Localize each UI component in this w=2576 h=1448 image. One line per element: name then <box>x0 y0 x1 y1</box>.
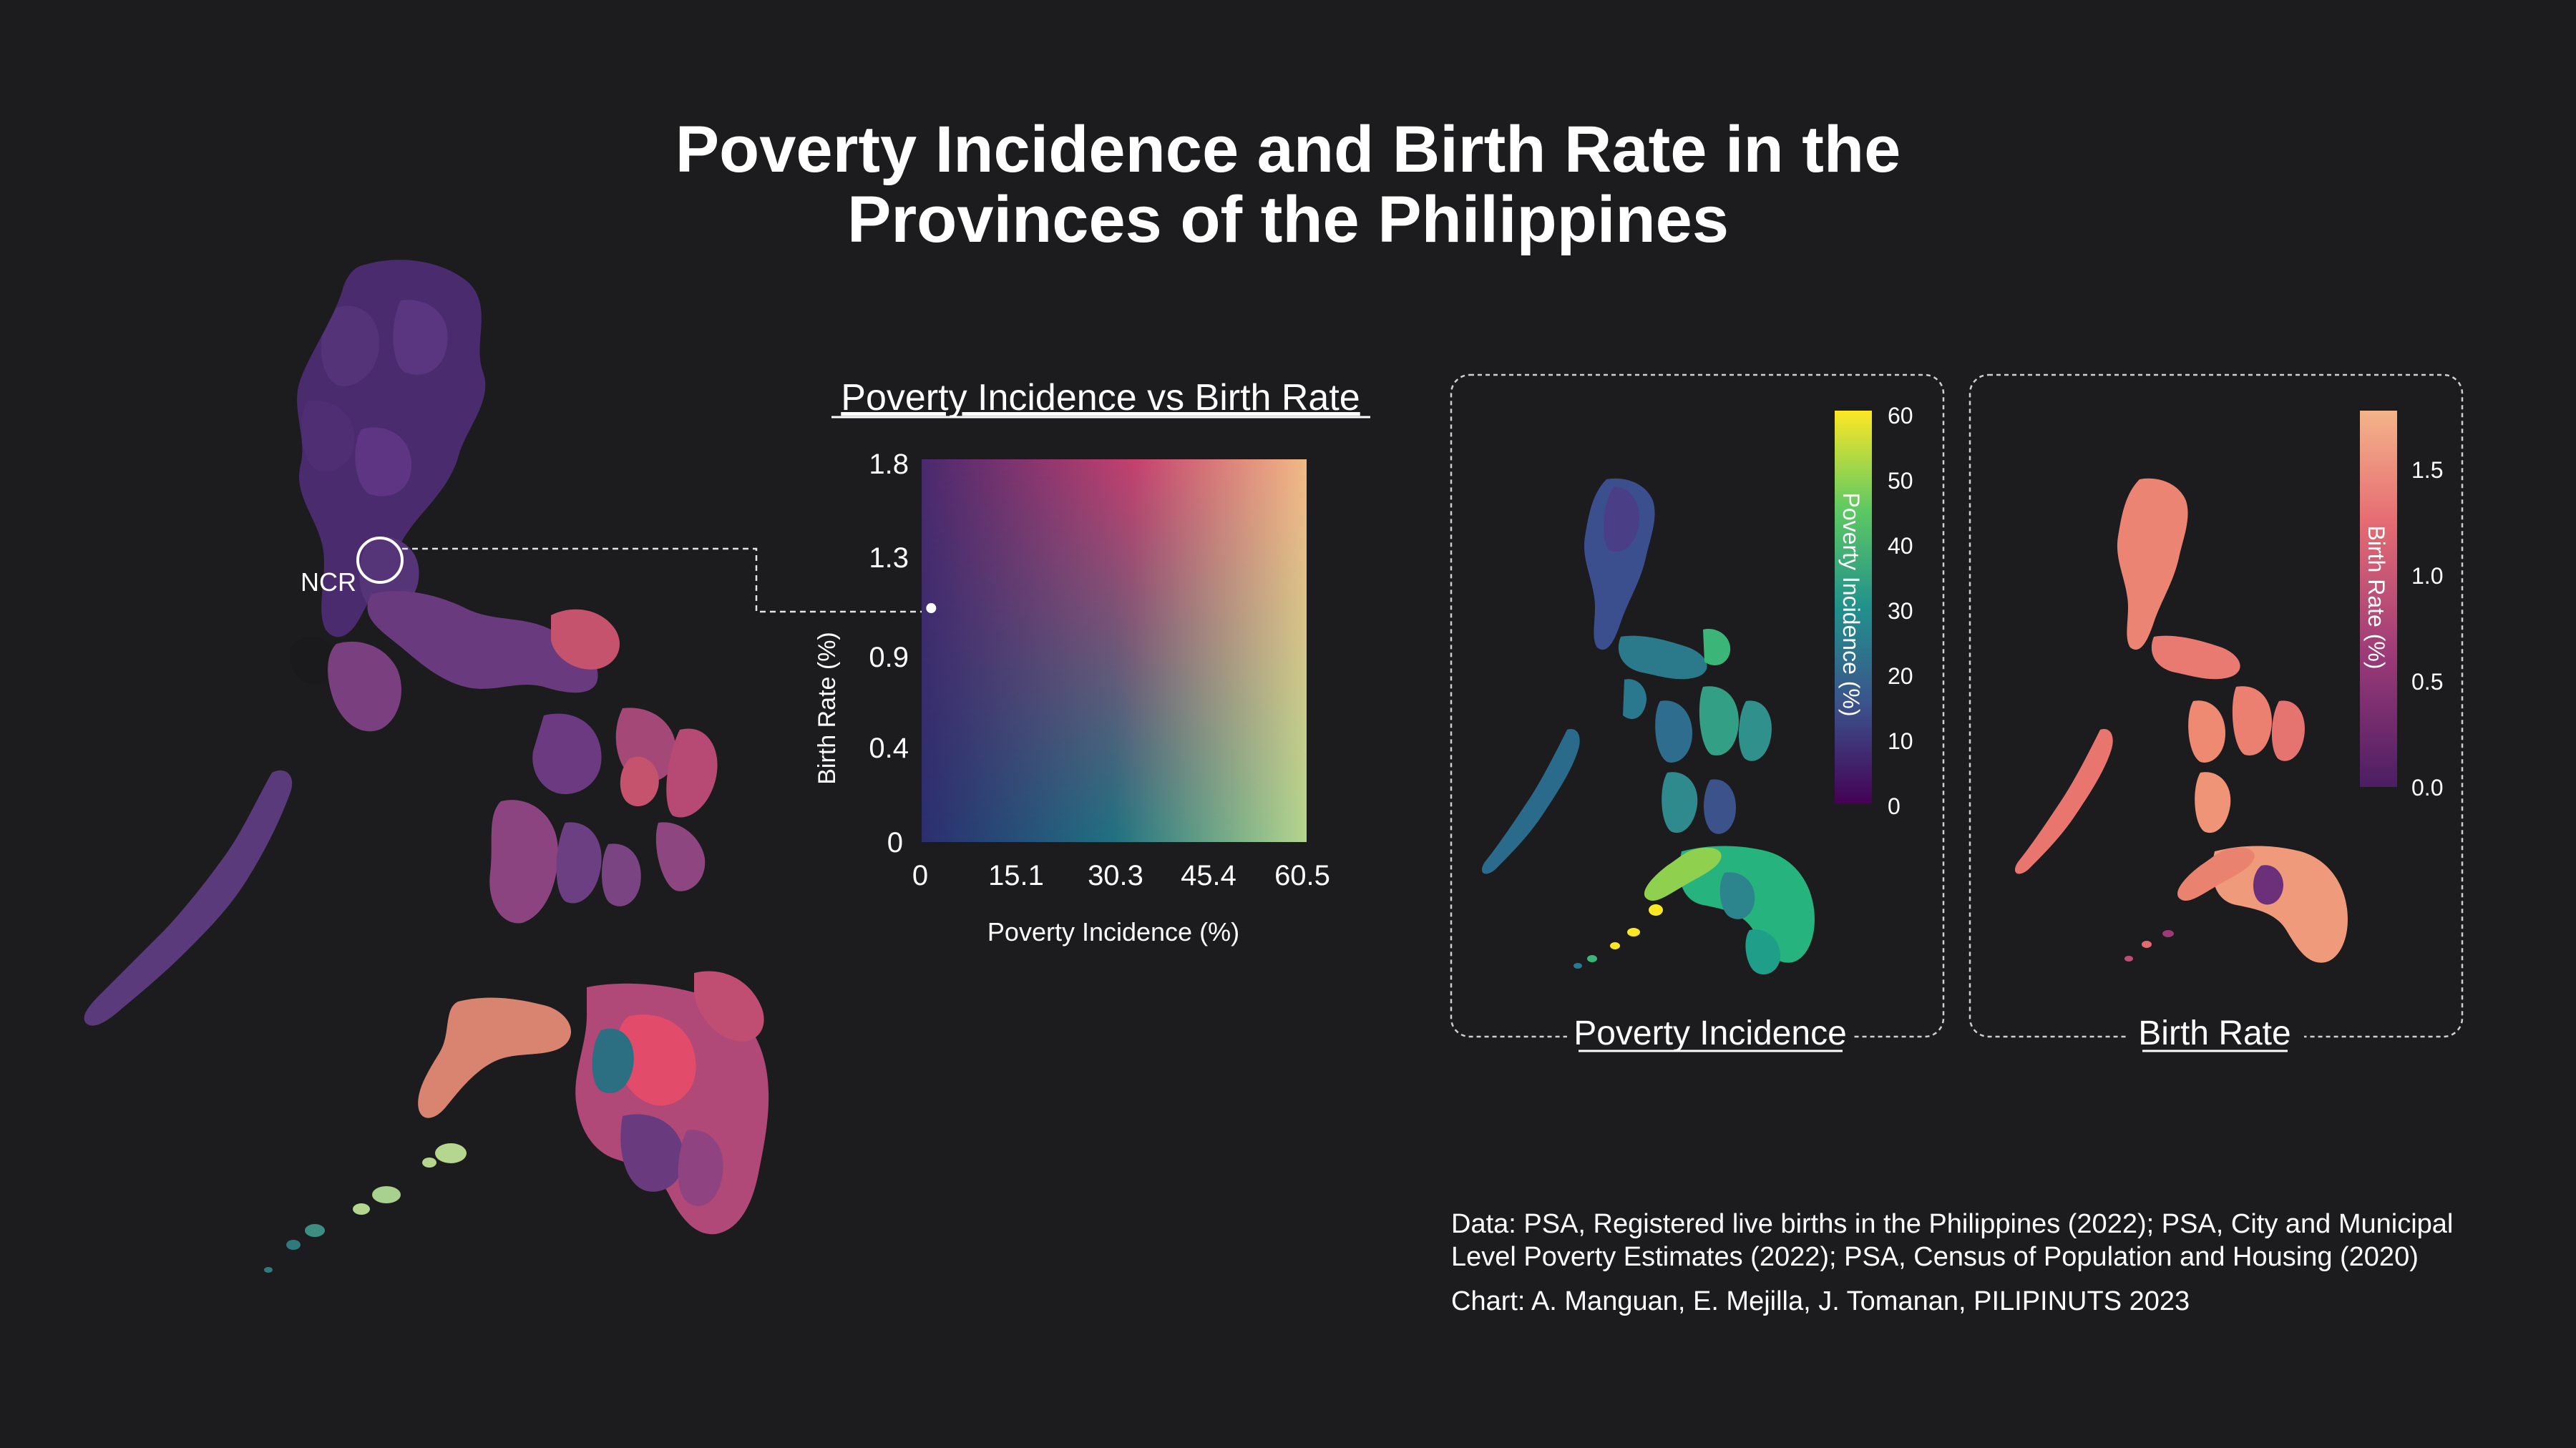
cb-tick: 60 <box>1888 403 1913 429</box>
bivariate-y-label: Birth Rate (%) <box>814 632 841 785</box>
data-source-note: Data: PSA, Registered live births in the… <box>1451 1209 2454 1272</box>
cb-tick: 1.0 <box>2411 563 2443 589</box>
bivariate-legend: Poverty Incidence vs Birth Rate 0 15.1 3… <box>814 377 1370 946</box>
poverty-incidence-panel: 60 50 40 30 20 10 0 Poverty Incidence (%… <box>1450 373 1945 1055</box>
poverty-colorbar <box>1835 411 1872 804</box>
cb-tick: 50 <box>1888 468 1913 494</box>
palawan-island <box>84 770 293 1026</box>
x-tick: 30.3 <box>1088 860 1143 891</box>
page-title: Poverty Incidence and Birth Rate in the … <box>0 114 2576 255</box>
birth-colorbar-ticks: 1.5 1.0 0.5 0.0 <box>2411 457 2443 801</box>
bivariate-x-label: Poverty Incidence (%) <box>987 917 1239 946</box>
bivariate-legend-title: Poverty Incidence vs Birth Rate <box>841 377 1360 419</box>
chart-credit: Chart: A. Manguan, E. Mejilla, J. Tomana… <box>1451 1286 2190 1316</box>
cb-tick: 40 <box>1888 533 1913 559</box>
cb-tick: 0.0 <box>2411 775 2443 801</box>
ncr-callout-circle <box>356 537 404 584</box>
mindoro-island <box>328 641 401 732</box>
sulu-archipelago <box>264 1143 467 1273</box>
birth-caption-gap <box>2129 1019 2304 1055</box>
cb-tick: 10 <box>1888 728 1913 754</box>
x-tick: 15.1 <box>988 860 1044 891</box>
x-tick: 45.4 <box>1181 860 1236 891</box>
ncr-point <box>926 603 937 614</box>
birth-rate-panel: 1.5 1.0 0.5 0.0 Birth Rate (%) Birth Rat… <box>1968 373 2464 1055</box>
cb-tick: 30 <box>1888 598 1913 624</box>
title-line-1: Poverty Incidence and Birth Rate in the <box>675 113 1901 186</box>
main-bivariate-map: NCR <box>84 260 943 1273</box>
birth-colorbar <box>2360 411 2397 787</box>
y-tick: 0.9 <box>869 642 909 673</box>
cb-tick: 1.5 <box>2411 457 2443 483</box>
birth-colorbar-label: Birth Rate (%) <box>2363 526 2389 670</box>
poverty-colorbar-ticks: 60 50 40 30 20 10 0 <box>1888 403 1913 819</box>
birth-mini-map <box>2014 478 2348 963</box>
bivariate-y-ticks: 1.8 1.3 0.9 0.4 0 <box>869 449 909 858</box>
poverty-colorbar-label: Poverty Incidence (%) <box>1838 492 1864 716</box>
poverty-mini-map <box>1481 478 1815 975</box>
poverty-caption-gap <box>1567 1019 1853 1055</box>
cb-tick: 20 <box>1888 663 1913 689</box>
cb-tick: 0.5 <box>2411 669 2443 695</box>
bivariate-x-ticks: 0 15.1 30.3 45.4 60.5 <box>912 860 1330 891</box>
ncr-leader-line <box>402 547 943 613</box>
ncr-label: NCR <box>301 567 356 597</box>
cb-tick: 0 <box>1888 793 1901 819</box>
luzon-region <box>291 260 620 693</box>
x-tick: 60.5 <box>1274 860 1330 891</box>
birth-panel-caption: Birth Rate <box>2138 1014 2290 1052</box>
y-tick: 0 <box>887 827 903 858</box>
bivariate-grid-top <box>922 459 1307 842</box>
x-tick: 0 <box>912 860 928 891</box>
visayas-region <box>489 708 718 924</box>
title-line-2: Provinces of the Philippines <box>847 183 1729 256</box>
y-tick: 0.4 <box>869 733 909 764</box>
y-tick: 1.3 <box>869 542 909 574</box>
mindanao-region <box>418 971 769 1235</box>
y-tick: 1.8 <box>869 449 909 480</box>
poverty-panel-caption: Poverty Incidence <box>1574 1014 1847 1052</box>
